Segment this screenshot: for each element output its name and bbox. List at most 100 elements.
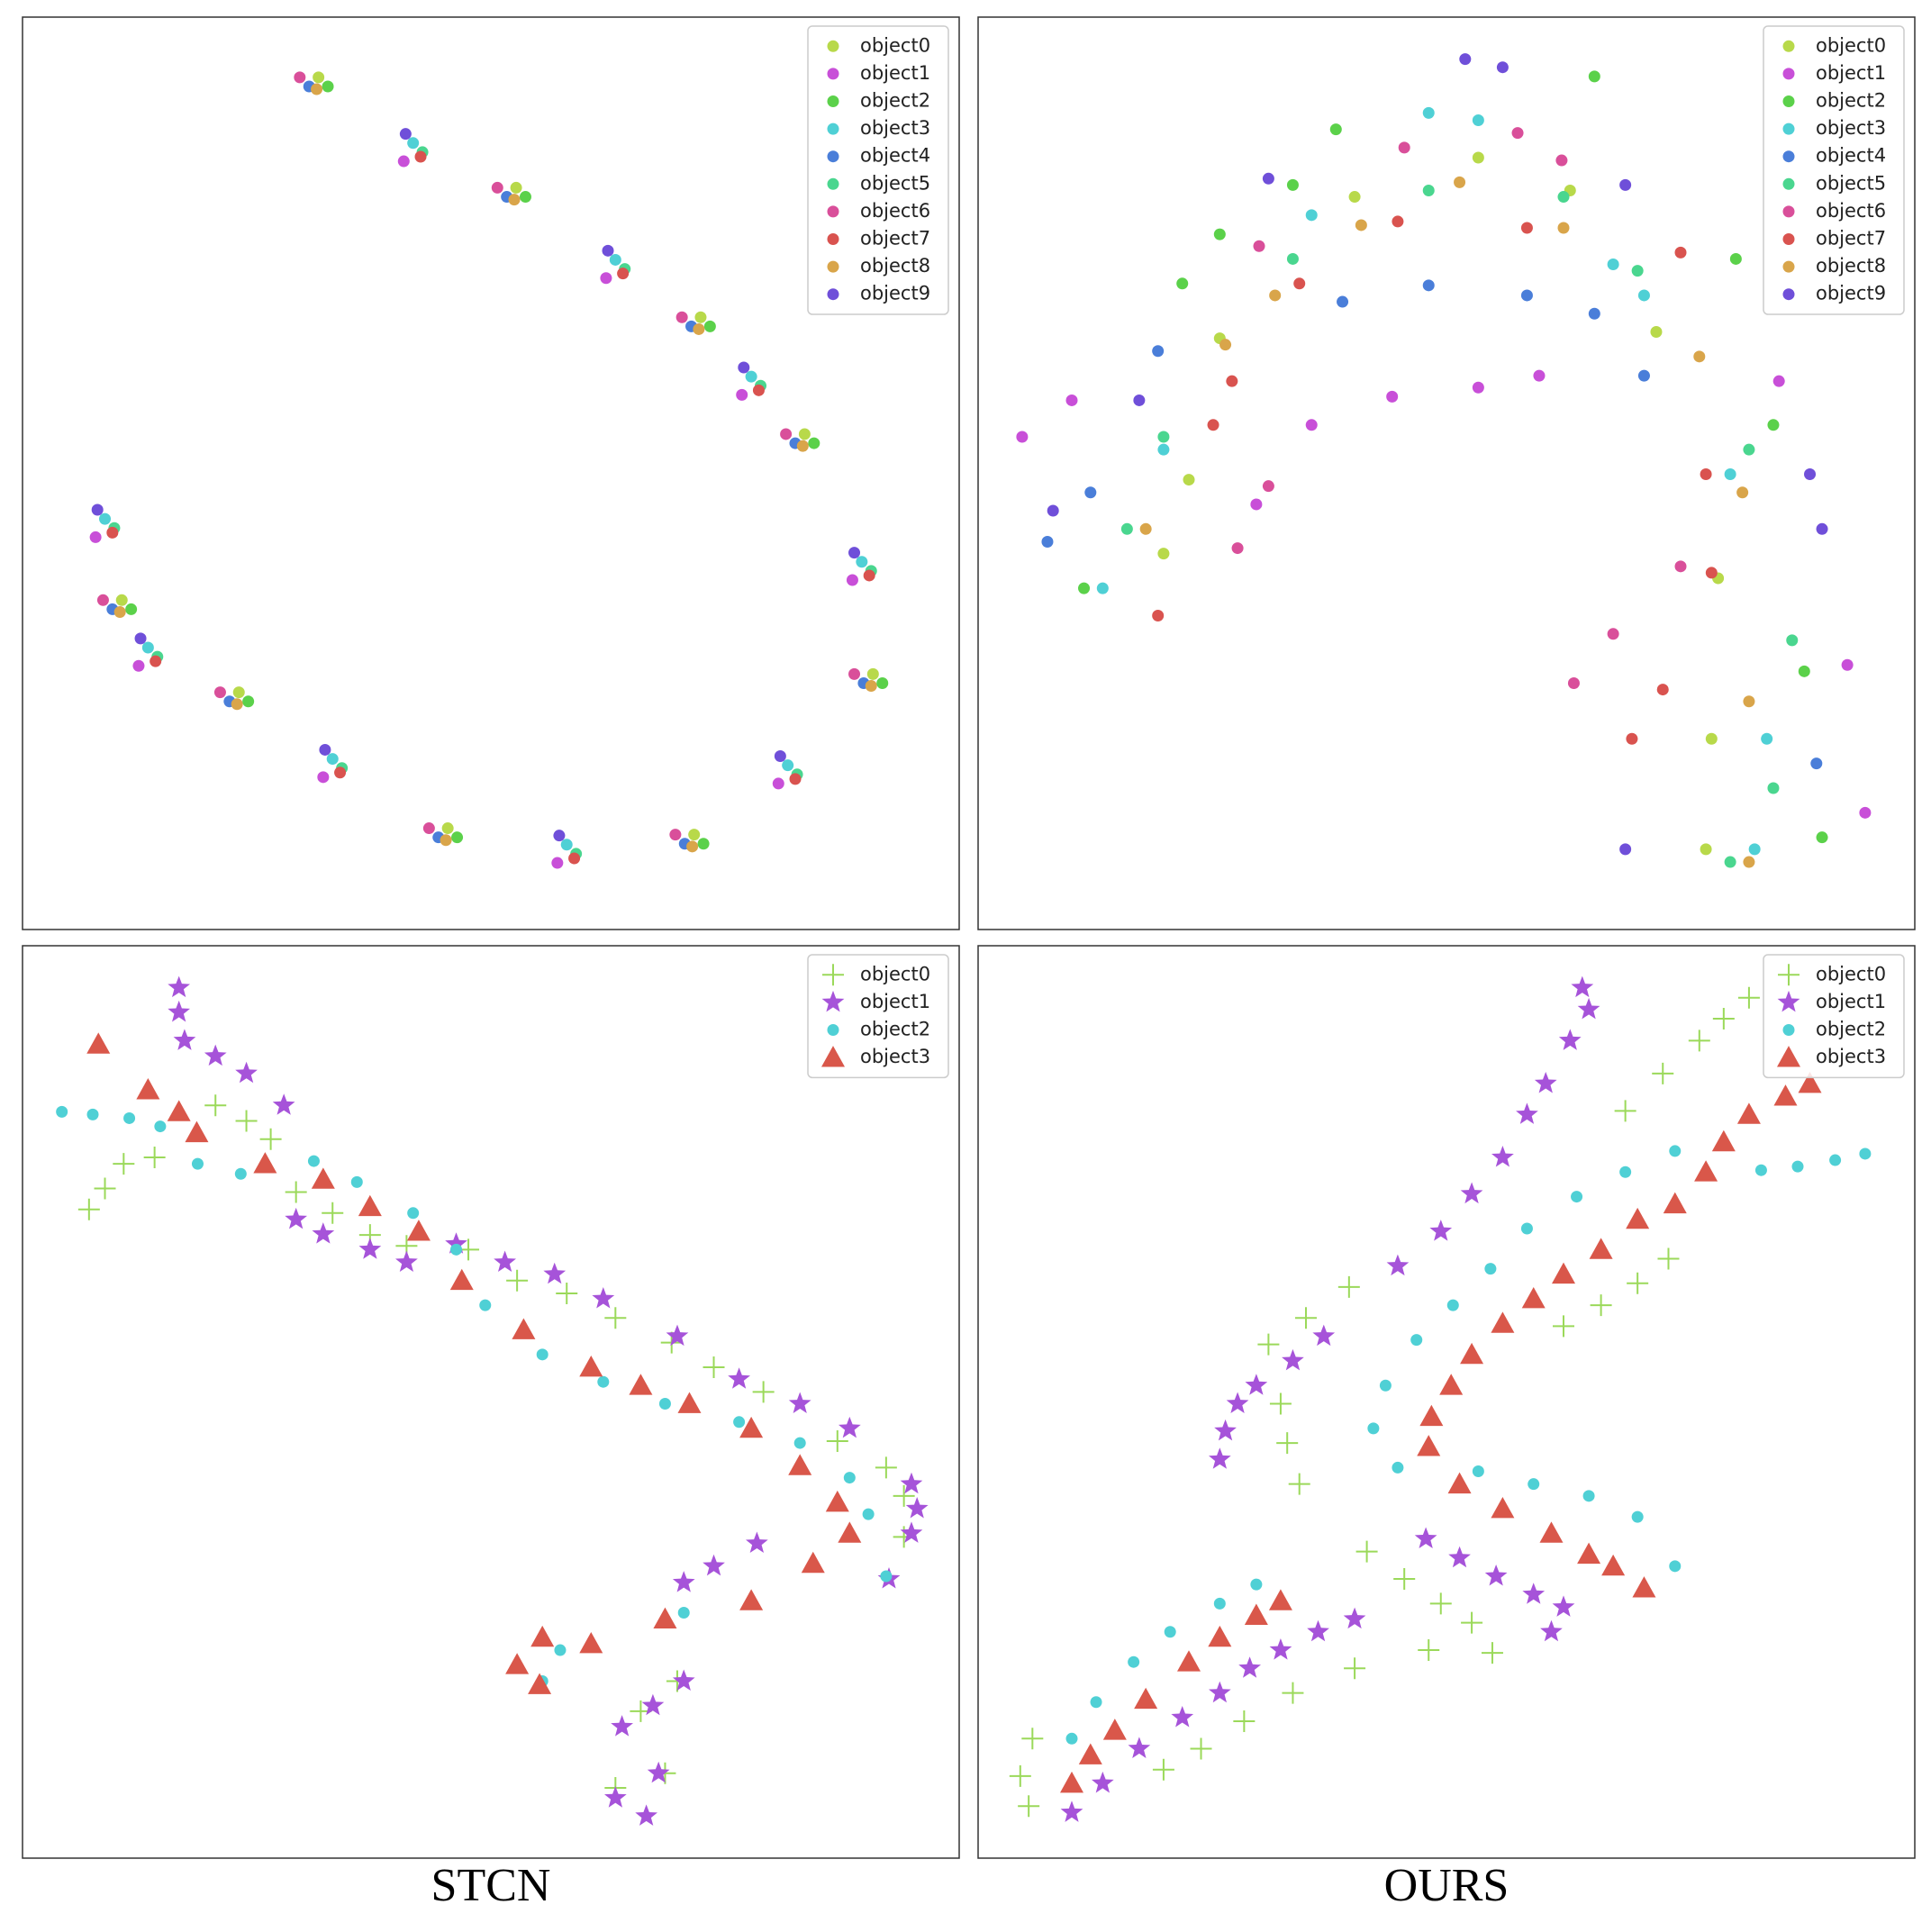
point: [703, 1554, 725, 1576]
point: [1528, 1478, 1540, 1491]
point: [1619, 843, 1632, 856]
point: [1134, 1687, 1158, 1710]
point: [1773, 1084, 1798, 1106]
legend: object0 object1 object2 object3: [807, 954, 949, 1079]
legend: object0 object1 object2 object3 object4 objec…: [1763, 25, 1905, 315]
point: [1367, 1422, 1380, 1435]
legend-marker: [821, 1046, 845, 1067]
point: [839, 1416, 861, 1438]
point: [1379, 1379, 1392, 1392]
legend-marker: [827, 177, 839, 190]
legend-box: [807, 954, 949, 1079]
point: [1798, 665, 1810, 677]
point: [1540, 1619, 1563, 1642]
point: [311, 83, 323, 95]
chart: object0 object1 object2 object3: [22, 945, 960, 1859]
point: [1590, 1294, 1612, 1317]
point: [1288, 1473, 1310, 1495]
point: [213, 686, 226, 699]
legend-box: [807, 25, 949, 315]
legend-marker: [822, 964, 844, 986]
point: [838, 1521, 862, 1543]
point: [1496, 61, 1509, 74]
point: [317, 771, 330, 784]
point: [1631, 265, 1644, 277]
point: [1439, 1374, 1464, 1395]
point: [123, 1111, 136, 1124]
point: [1348, 191, 1361, 204]
legend-label: object0: [1816, 963, 1886, 984]
point: [672, 1571, 695, 1592]
point: [1652, 1062, 1674, 1084]
point: [617, 268, 630, 280]
legend-label: object3: [860, 1046, 930, 1067]
point: [1226, 1392, 1249, 1413]
legend-label: object9: [860, 283, 930, 304]
point: [1410, 1334, 1423, 1347]
legend-marker: [1782, 40, 1795, 52]
point: [1282, 1682, 1304, 1704]
point: [231, 698, 243, 711]
point: [86, 1032, 111, 1054]
point: [451, 831, 464, 844]
point: [1754, 1164, 1767, 1176]
point: [1286, 252, 1299, 265]
legend-marker: [821, 990, 845, 1012]
legend: object0 object1 object2 object3: [1763, 954, 1905, 1079]
point: [1724, 468, 1736, 481]
point: [1214, 1419, 1237, 1441]
point: [1539, 1521, 1564, 1543]
point: [1337, 295, 1349, 308]
point: [733, 1416, 746, 1429]
point: [1804, 468, 1817, 481]
point: [1859, 1147, 1872, 1160]
point: [1157, 431, 1170, 443]
point: [1674, 246, 1687, 259]
point: [115, 594, 128, 606]
legend-label: object5: [1816, 172, 1886, 194]
point: [1233, 1710, 1256, 1733]
point: [441, 822, 454, 835]
point: [745, 370, 757, 383]
point: [1810, 757, 1823, 770]
point: [1414, 1527, 1437, 1548]
point: [1120, 522, 1133, 535]
point: [1533, 369, 1546, 382]
point: [543, 1262, 567, 1284]
point: [848, 667, 861, 680]
point: [677, 1392, 702, 1413]
point: [1829, 1154, 1842, 1166]
plot-frame: [977, 945, 1916, 1859]
point: [1841, 658, 1854, 671]
point: [788, 1454, 812, 1475]
point: [789, 773, 802, 785]
point: [1190, 1737, 1212, 1760]
point: [1657, 1247, 1680, 1270]
point: [106, 526, 119, 539]
point: [1329, 123, 1342, 136]
point: [556, 1282, 578, 1304]
point: [1429, 1220, 1453, 1241]
point: [1669, 1560, 1682, 1573]
legend-label: object1: [860, 991, 930, 1012]
point: [1786, 634, 1799, 647]
point: [322, 1202, 344, 1224]
point: [1244, 1603, 1268, 1625]
legend-box: [1763, 25, 1905, 315]
legend-marker: [1777, 990, 1800, 1012]
point: [1152, 1758, 1174, 1781]
point: [1521, 1287, 1546, 1309]
legend-marker: [1778, 964, 1800, 986]
legend-marker: [827, 68, 839, 80]
point: [1459, 53, 1472, 66]
point: [1743, 443, 1755, 456]
point: [1312, 1324, 1336, 1347]
point: [77, 1198, 100, 1220]
point: [294, 71, 306, 84]
point: [1386, 1254, 1410, 1276]
point: [1065, 1732, 1078, 1745]
point: [1663, 1192, 1687, 1214]
point: [1472, 151, 1484, 164]
point: [1238, 1656, 1261, 1678]
legend-marker: [827, 260, 839, 273]
